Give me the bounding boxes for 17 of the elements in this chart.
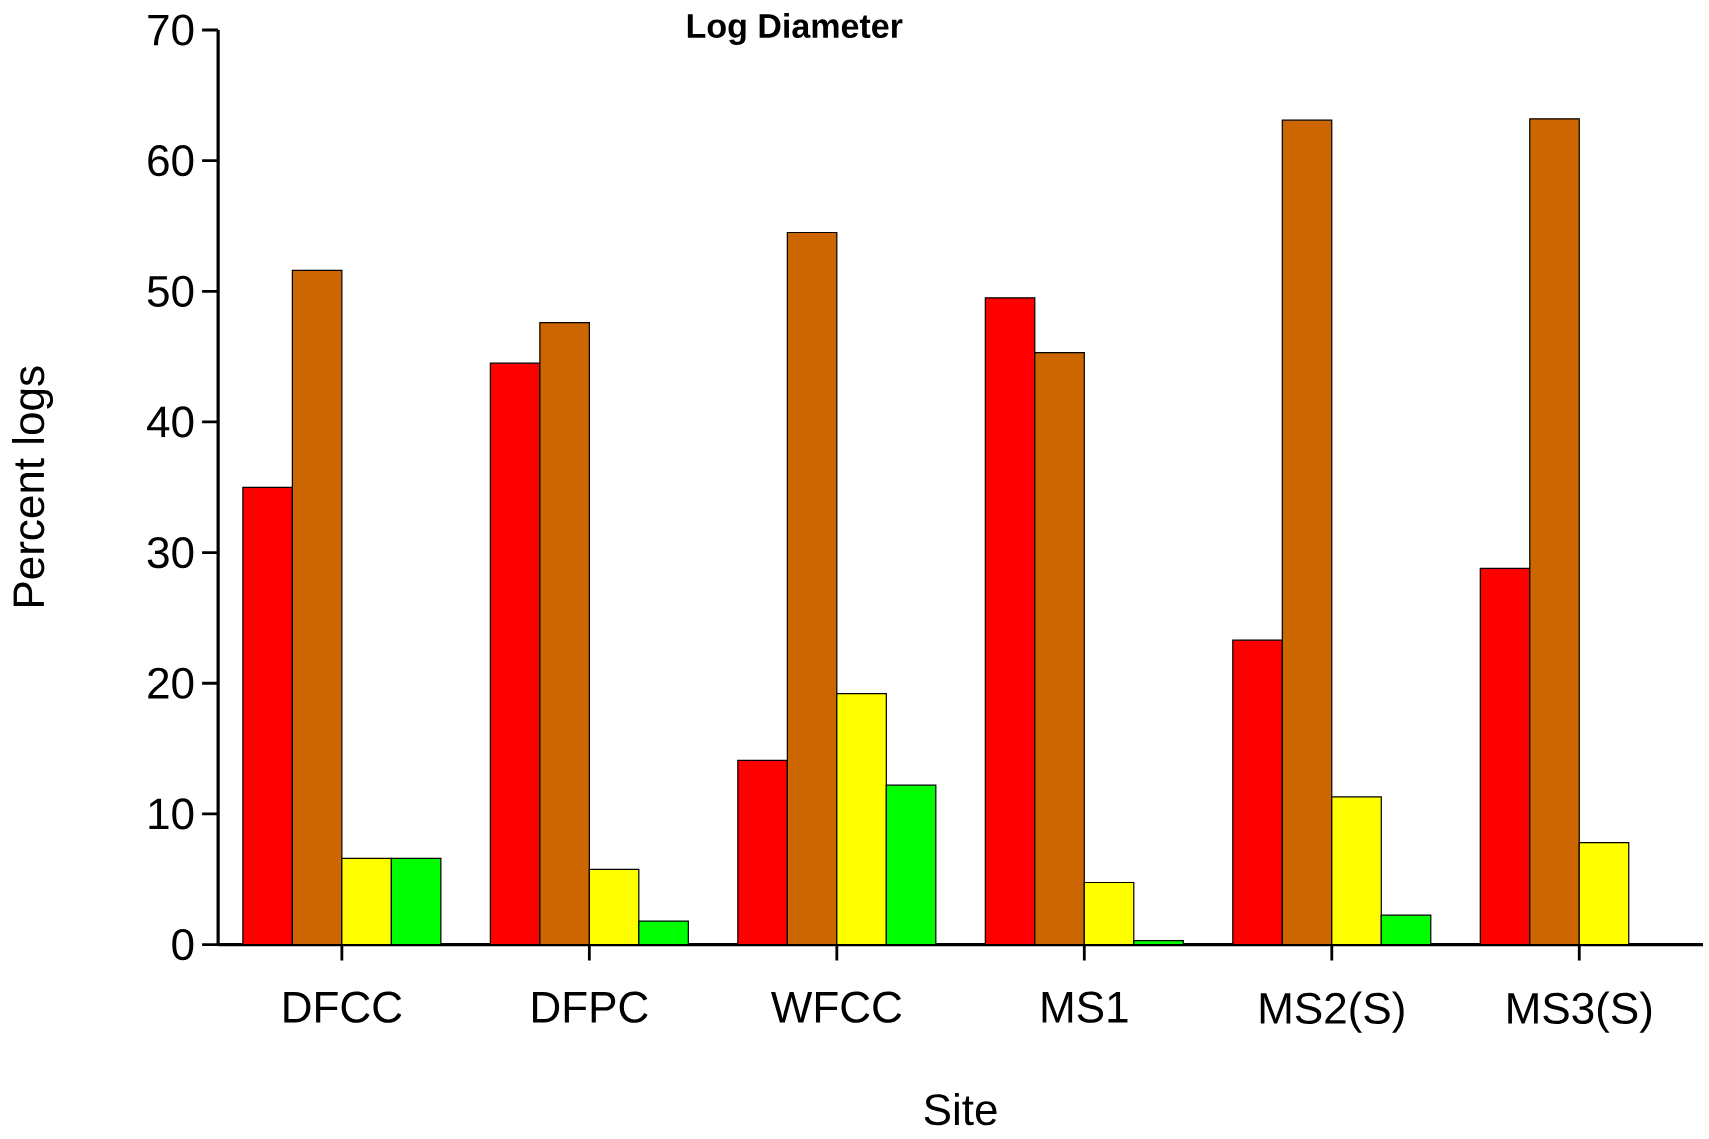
y-axis-title: Percent logs xyxy=(11,366,54,607)
y-tick-label: 10 xyxy=(149,798,194,830)
y-tick-label: 60 xyxy=(148,145,194,177)
y-tick-label: 0 xyxy=(172,929,194,961)
x-tick-label: WFCC xyxy=(771,991,902,1023)
x-tick-label: DFCC xyxy=(284,991,402,1023)
y-tick-label: 70 xyxy=(148,14,194,46)
x-tick-label: MS2(S) xyxy=(1260,991,1404,1033)
x-tick-label: DFPC xyxy=(533,991,648,1023)
x-tick-label: MS3(S) xyxy=(1508,991,1652,1033)
y-tick-label: 50 xyxy=(147,275,194,308)
y-tick-label: 30 xyxy=(147,537,194,569)
y-tick-label: 20 xyxy=(148,667,194,700)
x-tick-label: MS1 xyxy=(1042,991,1128,1023)
x-axis-title: Site xyxy=(924,1093,997,1126)
y-tick-label: 40 xyxy=(147,406,194,438)
chart-title: Log Diameter xyxy=(687,13,903,46)
